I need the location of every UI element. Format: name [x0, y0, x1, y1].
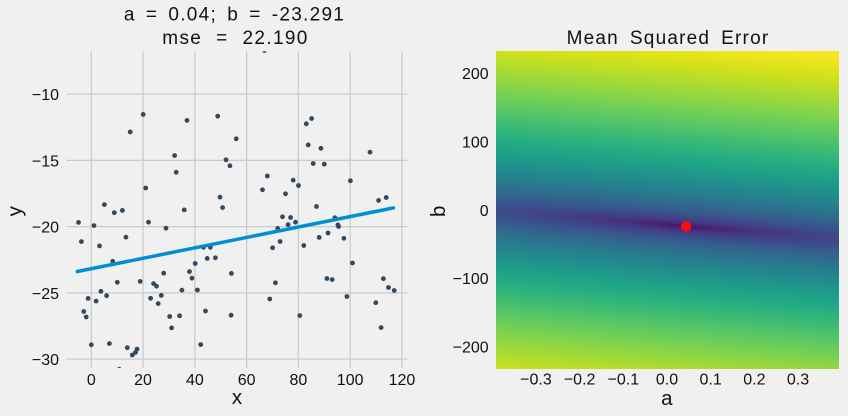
svg-text:0.2: 0.2 [743, 372, 765, 389]
svg-text:−20: −20 [32, 220, 59, 237]
svg-text:mse = 22.190: mse = 22.190 [162, 28, 308, 49]
svg-text:x: x [232, 386, 243, 409]
svg-text:−15: −15 [32, 153, 59, 170]
svg-text:−0.3: −0.3 [520, 372, 552, 389]
svg-text:0.1: 0.1 [700, 372, 722, 389]
svg-text:60: 60 [238, 372, 256, 389]
svg-text:−100: −100 [453, 271, 489, 288]
svg-text:−30: −30 [32, 352, 59, 369]
svg-text:−200: −200 [453, 340, 489, 357]
svg-text:0.3: 0.3 [787, 372, 809, 389]
svg-text:−0.1: −0.1 [608, 372, 640, 389]
svg-text:−0.2: −0.2 [564, 372, 596, 389]
svg-text:20: 20 [134, 372, 152, 389]
svg-text:0: 0 [87, 372, 96, 389]
svg-text:y: y [4, 205, 27, 216]
svg-text:−10: −10 [32, 87, 59, 104]
svg-text:0: 0 [480, 203, 489, 220]
svg-text:−25: −25 [32, 286, 59, 303]
svg-text:100: 100 [337, 372, 364, 389]
svg-text:a = 0.04; b = -23.291: a = 0.04; b = -23.291 [124, 5, 345, 26]
svg-text:b: b [427, 206, 450, 217]
svg-text:a: a [661, 387, 673, 410]
svg-text:120: 120 [389, 372, 416, 389]
svg-text:0.0: 0.0 [656, 372, 678, 389]
svg-text:80: 80 [289, 372, 307, 389]
svg-text:200: 200 [462, 66, 489, 83]
svg-text:Mean Squared Error: Mean Squared Error [567, 28, 770, 49]
svg-text:40: 40 [186, 372, 204, 389]
svg-text:100: 100 [462, 134, 489, 151]
